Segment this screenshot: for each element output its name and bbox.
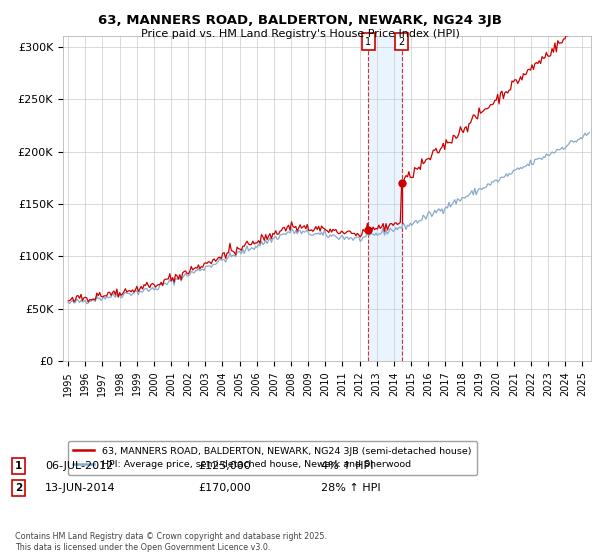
Text: 13-JUN-2014: 13-JUN-2014	[45, 483, 116, 493]
Text: £170,000: £170,000	[198, 483, 251, 493]
Text: 2: 2	[15, 483, 22, 493]
Text: 1: 1	[365, 36, 371, 46]
Text: 63, MANNERS ROAD, BALDERTON, NEWARK, NG24 3JB: 63, MANNERS ROAD, BALDERTON, NEWARK, NG2…	[98, 14, 502, 27]
Text: 06-JUL-2012: 06-JUL-2012	[45, 461, 113, 471]
Bar	[368, 36, 401, 361]
Text: 28% ↑ HPI: 28% ↑ HPI	[321, 483, 380, 493]
Text: Price paid vs. HM Land Registry's House Price Index (HPI): Price paid vs. HM Land Registry's House …	[140, 29, 460, 39]
Text: 4% ↑ HPI: 4% ↑ HPI	[321, 461, 373, 471]
Text: £125,000: £125,000	[198, 461, 251, 471]
Text: Contains HM Land Registry data © Crown copyright and database right 2025.
This d: Contains HM Land Registry data © Crown c…	[15, 532, 327, 552]
Legend: 63, MANNERS ROAD, BALDERTON, NEWARK, NG24 3JB (semi-detached house), HPI: Averag: 63, MANNERS ROAD, BALDERTON, NEWARK, NG2…	[68, 441, 477, 475]
Text: 1: 1	[15, 461, 22, 471]
Text: 2: 2	[398, 36, 404, 46]
